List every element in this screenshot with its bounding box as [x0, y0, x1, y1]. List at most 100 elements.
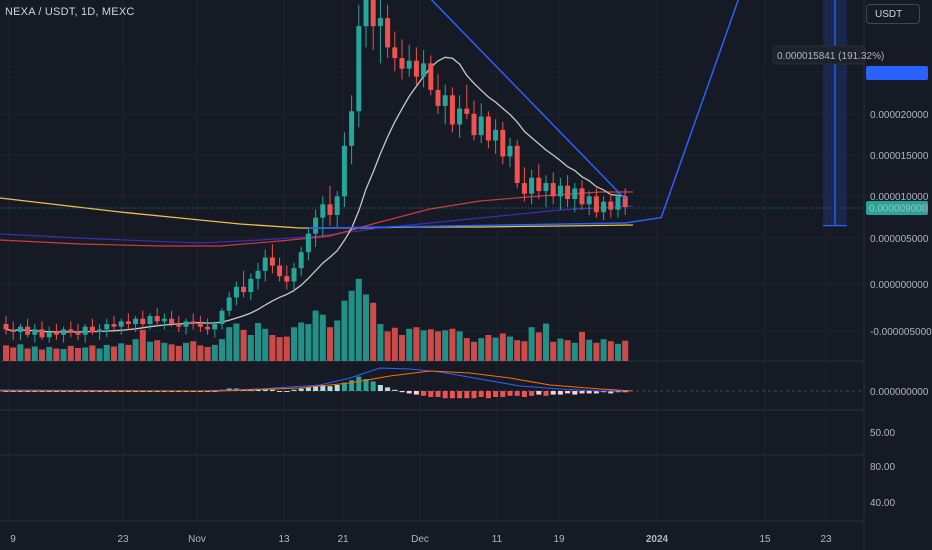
macd-histogram-bar: [500, 391, 506, 397]
volume-bar: [211, 344, 218, 361]
candle-body: [262, 257, 268, 271]
volume-bar: [327, 327, 333, 361]
volume-bar: [615, 343, 621, 361]
candle-body: [39, 329, 45, 338]
volume-bar: [305, 324, 312, 361]
candle-body: [586, 196, 592, 205]
volume-bar: [363, 294, 369, 361]
macd-histogram-bar: [277, 391, 283, 392]
time-tick-label: 11: [492, 534, 503, 545]
time-tick-label: 15: [759, 534, 771, 545]
candle-body: [89, 326, 95, 333]
volume-bar: [276, 337, 283, 361]
macd-histogram-bar: [514, 391, 520, 396]
macd-histogram-bar: [565, 391, 571, 394]
volume-bar: [255, 323, 261, 361]
macd-histogram-bar: [399, 391, 405, 393]
chart-gridlines: [0, 0, 864, 521]
volume-bar: [31, 346, 38, 361]
stoch-tick-label: 40.00: [870, 498, 895, 509]
candle-body: [226, 297, 232, 311]
candle-body: [435, 89, 441, 106]
candle-body: [363, 0, 369, 27]
candle-body: [118, 321, 124, 327]
candle-body: [341, 145, 347, 197]
macd-histogram-bar: [572, 391, 578, 395]
macd-histogram-bar: [349, 380, 355, 391]
macd-histogram-bar: [305, 387, 311, 391]
macd-histogram-bar: [284, 391, 290, 392]
volume-bar: [24, 348, 31, 361]
volume-bar: [334, 320, 341, 361]
macd-histogram-bar: [298, 388, 304, 391]
volume-bar: [161, 342, 168, 361]
price-axis[interactable]: 0.0000250000.0000200000.0000150000.00001…: [866, 66, 932, 509]
macd-histogram-bar: [543, 391, 549, 396]
time-axis[interactable]: 9 23 Nov 13 21 Dec 11 19 2024 15 23: [10, 534, 832, 545]
candle-body: [543, 183, 549, 192]
candle-body: [277, 265, 283, 277]
trendline-drawings[interactable]: [0, 0, 864, 230]
macd-histogram-bar: [291, 389, 297, 391]
macd-histogram-bar: [334, 385, 340, 391]
macd-histogram-bar: [428, 391, 434, 397]
macd-histogram-bar: [608, 391, 614, 394]
candle-body: [565, 185, 571, 200]
price-tick-label: 0.000010000: [870, 192, 929, 203]
macd-histogram-bar: [269, 389, 275, 391]
candle-body: [399, 58, 405, 69]
candle-body: [53, 332, 59, 335]
macd-histogram-bar: [550, 391, 556, 395]
macd-pane: [0, 367, 864, 399]
price-range-measure[interactable]: 0.000015841 (191.32%): [772, 0, 884, 227]
volume-bar: [219, 339, 225, 361]
candle-body: [68, 329, 74, 333]
candle-body: [147, 316, 153, 325]
candle-body: [529, 177, 535, 194]
candle-body: [140, 318, 146, 325]
candle-body: [133, 318, 139, 325]
volume-bar: [456, 331, 463, 361]
macd-signal-line: [0, 370, 634, 392]
macd-histogram-bar: [370, 381, 376, 391]
candle-body: [75, 332, 81, 335]
candle-body: [111, 324, 117, 327]
volume-bar: [607, 341, 614, 361]
volume-bar: [111, 346, 117, 361]
volume-bars: [3, 278, 629, 361]
candle-body: [161, 318, 167, 322]
time-tick-label: 23: [117, 534, 129, 545]
macd-histogram-bar: [377, 385, 383, 391]
volume-bar: [39, 349, 45, 361]
volume-bar: [348, 290, 355, 361]
trendline: [430, 0, 626, 200]
volume-bar: [420, 330, 427, 361]
candle-body: [10, 329, 16, 333]
macd-histogram-bar: [320, 385, 326, 391]
macd-histogram-bar: [615, 391, 621, 393]
candle-body: [154, 316, 160, 322]
trendline: [625, 0, 740, 224]
volume-bar: [262, 328, 269, 361]
candle-body: [406, 60, 412, 69]
ma-mid-line: [0, 191, 633, 247]
volume-bar: [60, 349, 67, 361]
candle-body: [392, 47, 398, 59]
volume-bar: [622, 340, 629, 361]
macd-histogram-bar: [248, 389, 254, 391]
candle-body: [169, 318, 175, 325]
time-tick-label: 23: [820, 534, 832, 545]
volume-bar: [319, 314, 326, 361]
volume-bar: [355, 278, 362, 361]
candle-body: [601, 201, 607, 213]
candle-body: [197, 324, 203, 327]
volume-bar: [168, 344, 175, 361]
currency-button[interactable]: USDT: [866, 4, 920, 24]
macd-histogram-bar: [356, 376, 362, 391]
macd-histogram-bar: [327, 386, 333, 391]
volume-bar: [3, 345, 9, 361]
candle-body: [32, 329, 38, 335]
candle-body: [334, 196, 340, 215]
volume-bar: [233, 323, 240, 361]
